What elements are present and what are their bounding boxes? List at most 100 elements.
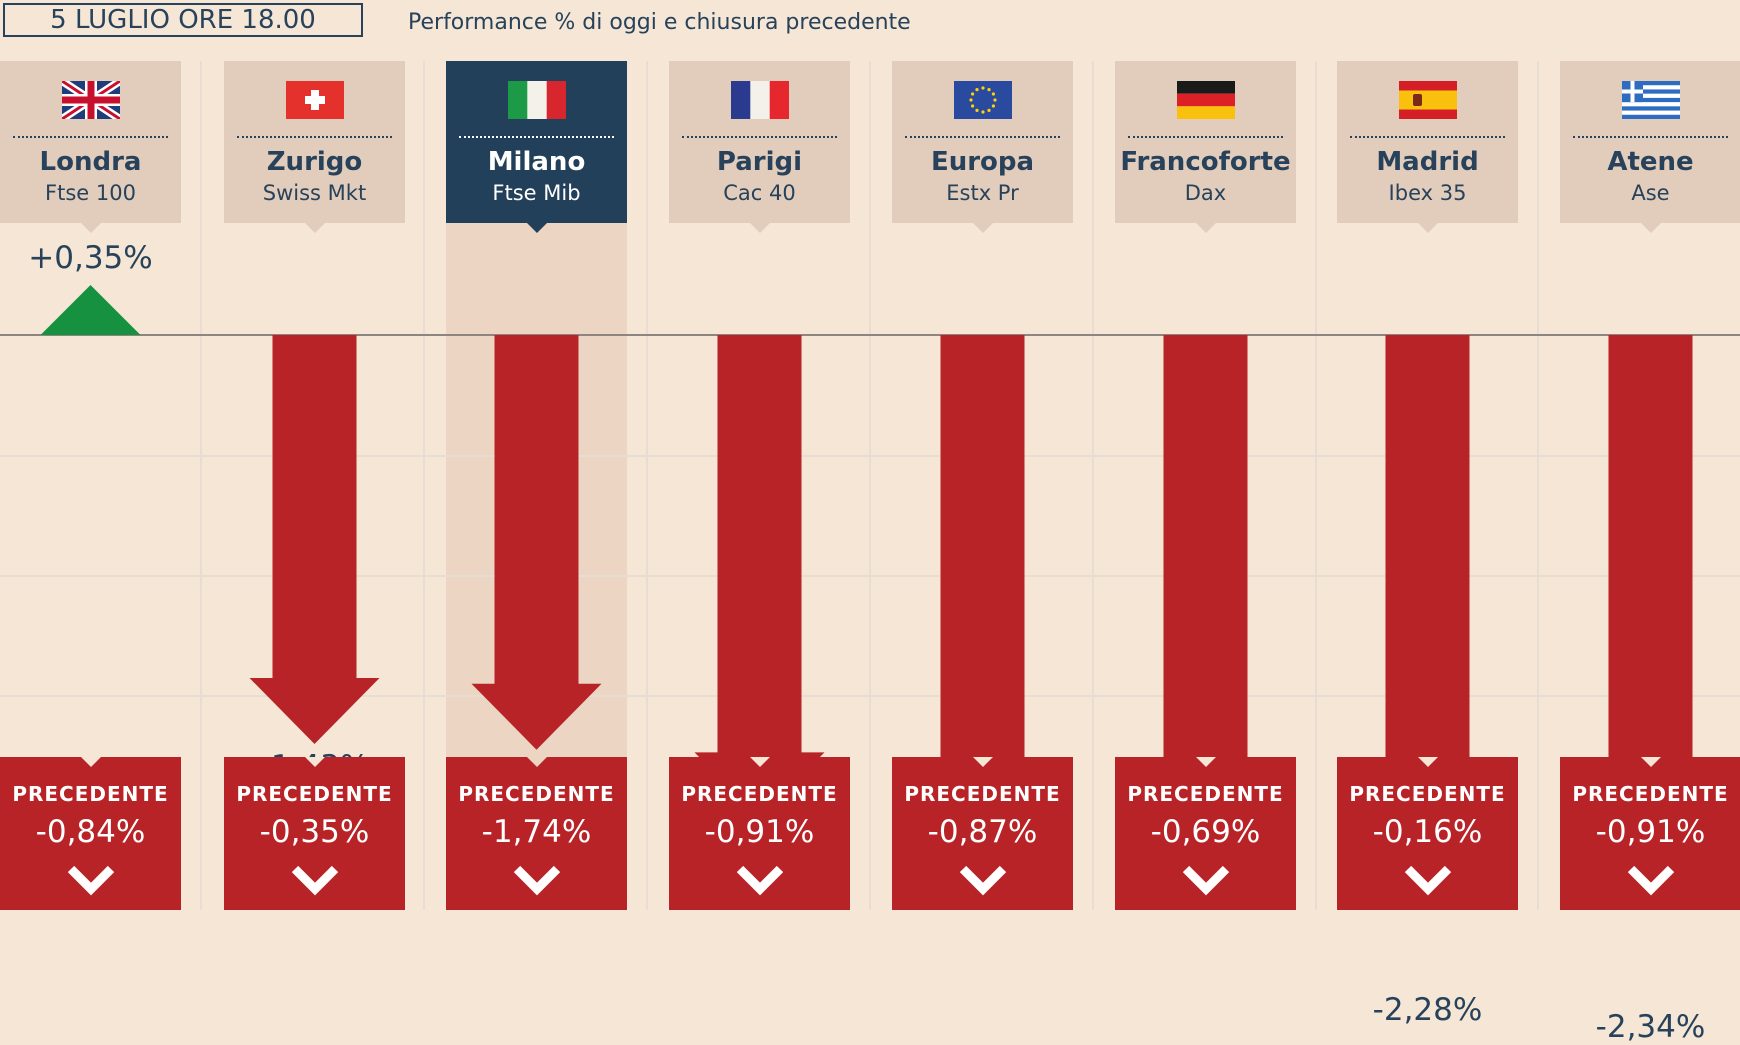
previous-value: -1,74%	[481, 814, 592, 850]
chart-stage: 5 LUGLIO ORE 18.00 Performance % di oggi…	[0, 3, 1740, 1044]
market-index: Ase	[1631, 181, 1670, 205]
market-index: Estx Pr	[946, 181, 1019, 205]
market-index: Ftse 100	[45, 181, 136, 205]
down-arrow-mark	[471, 335, 602, 750]
market-header-londra: Londra Ftse 100	[0, 61, 181, 233]
previous-value: -0,91%	[704, 814, 815, 850]
market-index: Ftse Mib	[492, 181, 581, 205]
card-pointer	[305, 223, 325, 233]
box-notch	[1418, 757, 1438, 767]
down-arrow-mark	[1140, 335, 1271, 856]
grid-vertical-line	[1537, 61, 1539, 910]
market-city: Milano	[487, 147, 586, 177]
dotted-divider	[13, 136, 168, 138]
zero-baseline	[0, 334, 1740, 336]
performance-label: -2,28%	[1372, 992, 1483, 1029]
market-city: Madrid	[1376, 147, 1479, 177]
market-header-zurigo: Zurigo Swiss Mkt	[224, 61, 405, 233]
dotted-divider	[237, 136, 392, 138]
market-city: Zurigo	[266, 147, 363, 177]
dotted-divider	[459, 136, 614, 138]
previous-title: PRECEDENTE	[458, 782, 615, 806]
previous-title: PRECEDENTE	[681, 782, 838, 806]
chevron-down-icon	[512, 863, 562, 897]
box-notch	[1196, 757, 1216, 767]
previous-value: -0,84%	[35, 814, 146, 850]
card-pointer	[1418, 223, 1438, 233]
previous-close-box: PRECEDENTE -0,91%	[1560, 757, 1740, 910]
box-notch	[1641, 757, 1661, 767]
previous-close-box: PRECEDENTE -0,87%	[892, 757, 1073, 910]
card-pointer	[973, 223, 993, 233]
market-header-parigi: Parigi Cac 40	[669, 61, 850, 233]
market-city: Europa	[930, 147, 1035, 177]
grid-vertical-line	[200, 61, 202, 910]
previous-title: PRECEDENTE	[1349, 782, 1506, 806]
previous-title: PRECEDENTE	[1127, 782, 1284, 806]
grid-horizontal-line	[0, 575, 1740, 577]
dotted-divider	[1573, 136, 1728, 138]
chevron-down-icon	[735, 863, 785, 897]
uk-flag-icon	[62, 81, 120, 119]
previous-title: PRECEDENTE	[904, 782, 1061, 806]
box-notch	[81, 757, 101, 767]
previous-title: PRECEDENTE	[12, 782, 169, 806]
down-arrow-mark	[249, 335, 380, 744]
previous-title: PRECEDENTE	[1572, 782, 1729, 806]
previous-value: -0,35%	[259, 814, 370, 850]
germany-flag-icon	[1177, 81, 1235, 119]
previous-title: PRECEDENTE	[236, 782, 393, 806]
chevron-down-icon	[66, 863, 116, 897]
box-notch	[750, 757, 770, 767]
previous-close-box: PRECEDENTE -0,16%	[1337, 757, 1518, 910]
chevron-down-icon	[958, 863, 1008, 897]
spain-flag-icon	[1399, 81, 1457, 119]
previous-close-box: PRECEDENTE -1,74%	[446, 757, 627, 910]
previous-close-box: PRECEDENTE -0,35%	[224, 757, 405, 910]
previous-value: -0,91%	[1595, 814, 1706, 850]
down-arrow-mark	[694, 335, 825, 819]
market-header-atene: Atene Ase	[1560, 61, 1740, 233]
market-index: Dax	[1184, 181, 1227, 205]
previous-value: -0,87%	[927, 814, 1038, 850]
card-pointer	[750, 223, 770, 233]
box-notch	[527, 757, 547, 767]
market-header-francoforte: Francoforte Dax	[1115, 61, 1296, 233]
performance-label: +0,35%	[28, 240, 153, 276]
market-city: Parigi	[716, 147, 803, 177]
chart-subtitle: Performance % di oggi e chiusura precede…	[408, 10, 911, 35]
card-pointer	[81, 223, 101, 233]
eu-flag-icon	[954, 81, 1012, 119]
dotted-divider	[1128, 136, 1283, 138]
grid-vertical-line	[869, 61, 871, 910]
greece-flag-icon	[1622, 81, 1680, 119]
switzerland-flag-icon	[286, 81, 344, 119]
market-index: Ibex 35	[1388, 181, 1467, 205]
grid-vertical-line	[646, 61, 648, 910]
chevron-down-icon	[1626, 863, 1676, 897]
chevron-down-icon	[290, 863, 340, 897]
performance-label: -2,34%	[1595, 1009, 1706, 1045]
box-notch	[973, 757, 993, 767]
chevron-down-icon	[1181, 863, 1231, 897]
previous-close-box: PRECEDENTE -0,84%	[0, 757, 181, 910]
market-city: Londra	[39, 147, 142, 177]
market-header-madrid: Madrid Ibex 35	[1337, 61, 1518, 233]
italy-flag-icon	[508, 81, 566, 119]
grid-horizontal-line	[0, 455, 1740, 457]
france-flag-icon	[731, 81, 789, 119]
market-city: Atene	[1607, 147, 1694, 177]
date-label: 5 LUGLIO ORE 18.00	[3, 3, 363, 37]
market-header-europa: Europa Estx Pr	[892, 61, 1073, 233]
grid-vertical-line	[1315, 61, 1317, 910]
card-pointer	[527, 223, 547, 233]
dotted-divider	[1350, 136, 1505, 138]
box-notch	[305, 757, 325, 767]
grid-vertical-line	[423, 61, 425, 910]
dotted-divider	[905, 136, 1060, 138]
dotted-divider	[682, 136, 837, 138]
previous-value: -0,69%	[1150, 814, 1261, 850]
previous-close-box: PRECEDENTE -0,91%	[669, 757, 850, 910]
chevron-down-icon	[1403, 863, 1453, 897]
previous-value: -0,16%	[1372, 814, 1483, 850]
